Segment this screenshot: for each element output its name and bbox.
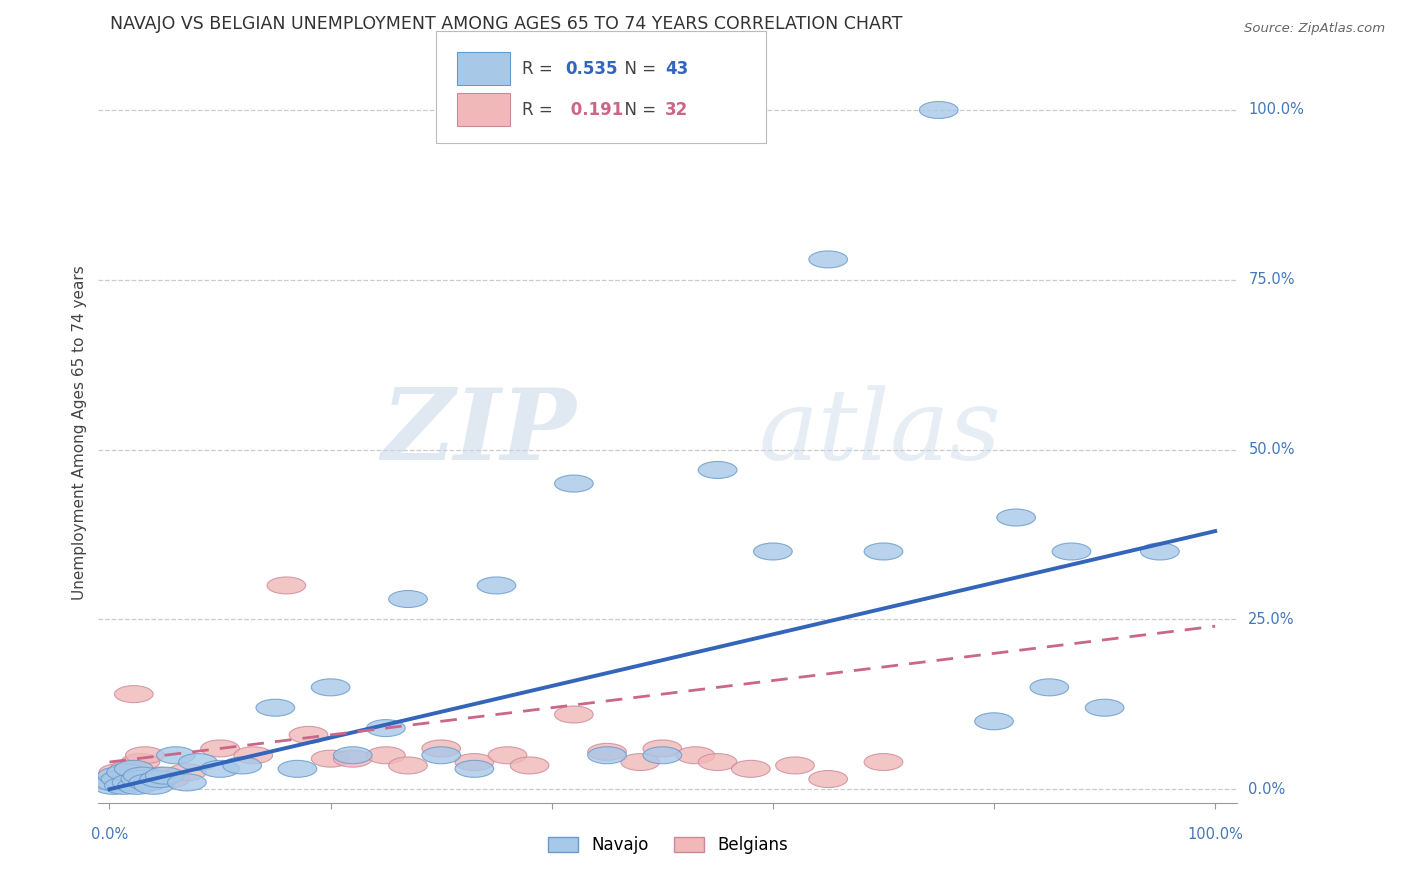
Text: 0.0%: 0.0% — [91, 827, 128, 841]
Ellipse shape — [920, 102, 957, 119]
Ellipse shape — [676, 747, 714, 764]
Ellipse shape — [554, 706, 593, 723]
Ellipse shape — [118, 777, 156, 794]
Text: N =: N = — [614, 101, 662, 119]
Ellipse shape — [124, 767, 162, 784]
Text: atlas: atlas — [759, 385, 1001, 480]
Ellipse shape — [167, 774, 207, 791]
Ellipse shape — [865, 754, 903, 771]
Ellipse shape — [699, 754, 737, 771]
Ellipse shape — [96, 774, 135, 791]
Text: 0.0%: 0.0% — [1249, 781, 1285, 797]
Ellipse shape — [367, 720, 405, 737]
Ellipse shape — [104, 777, 143, 794]
Text: 50.0%: 50.0% — [1249, 442, 1295, 457]
Ellipse shape — [865, 543, 903, 560]
Text: Source: ZipAtlas.com: Source: ZipAtlas.com — [1244, 22, 1385, 36]
Ellipse shape — [367, 747, 405, 764]
Ellipse shape — [643, 747, 682, 764]
Ellipse shape — [93, 774, 132, 791]
Ellipse shape — [256, 699, 295, 716]
Ellipse shape — [114, 686, 153, 703]
Ellipse shape — [1031, 679, 1069, 696]
Ellipse shape — [333, 750, 373, 767]
Text: 0.535: 0.535 — [565, 60, 617, 78]
Ellipse shape — [110, 760, 149, 777]
Ellipse shape — [222, 757, 262, 774]
Ellipse shape — [98, 764, 138, 780]
Ellipse shape — [699, 461, 737, 478]
Text: 25.0%: 25.0% — [1249, 612, 1295, 627]
Ellipse shape — [456, 760, 494, 777]
Text: N =: N = — [614, 60, 662, 78]
Ellipse shape — [104, 771, 142, 788]
Ellipse shape — [107, 764, 145, 780]
Ellipse shape — [139, 767, 179, 784]
Ellipse shape — [201, 740, 239, 757]
Ellipse shape — [1140, 543, 1180, 560]
Ellipse shape — [233, 747, 273, 764]
Ellipse shape — [808, 251, 848, 268]
Ellipse shape — [139, 771, 179, 788]
Text: 100.0%: 100.0% — [1249, 103, 1305, 118]
Ellipse shape — [776, 757, 814, 774]
Ellipse shape — [477, 577, 516, 594]
Ellipse shape — [101, 771, 139, 788]
Text: 0.191: 0.191 — [565, 101, 623, 119]
Ellipse shape — [311, 679, 350, 696]
Ellipse shape — [388, 757, 427, 774]
Text: 75.0%: 75.0% — [1249, 272, 1295, 287]
Ellipse shape — [510, 757, 548, 774]
Ellipse shape — [754, 543, 792, 560]
Y-axis label: Unemployment Among Ages 65 to 74 years: Unemployment Among Ages 65 to 74 years — [72, 265, 87, 600]
Ellipse shape — [388, 591, 427, 607]
Ellipse shape — [98, 767, 136, 784]
Text: 43: 43 — [665, 60, 689, 78]
Ellipse shape — [621, 754, 659, 771]
Ellipse shape — [278, 760, 316, 777]
Ellipse shape — [456, 754, 494, 771]
Ellipse shape — [643, 740, 682, 757]
Ellipse shape — [731, 760, 770, 777]
Ellipse shape — [129, 774, 167, 791]
Text: NAVAJO VS BELGIAN UNEMPLOYMENT AMONG AGES 65 TO 74 YEARS CORRELATION CHART: NAVAJO VS BELGIAN UNEMPLOYMENT AMONG AGE… — [110, 15, 903, 33]
Ellipse shape — [135, 777, 173, 794]
Text: R =: R = — [522, 101, 558, 119]
Ellipse shape — [121, 771, 160, 788]
Ellipse shape — [997, 509, 1035, 526]
Ellipse shape — [290, 726, 328, 743]
Text: ZIP: ZIP — [382, 384, 576, 481]
Ellipse shape — [114, 760, 153, 777]
Ellipse shape — [125, 747, 165, 764]
Text: 100.0%: 100.0% — [1187, 827, 1243, 841]
Ellipse shape — [112, 774, 150, 791]
Ellipse shape — [145, 767, 184, 784]
Ellipse shape — [588, 747, 627, 764]
Ellipse shape — [311, 750, 350, 767]
Legend: Navajo, Belgians: Navajo, Belgians — [541, 830, 794, 861]
Text: 32: 32 — [665, 101, 689, 119]
Ellipse shape — [167, 764, 207, 780]
Ellipse shape — [1085, 699, 1123, 716]
Ellipse shape — [1052, 543, 1091, 560]
Ellipse shape — [974, 713, 1014, 730]
Ellipse shape — [422, 740, 461, 757]
Ellipse shape — [201, 760, 239, 777]
Ellipse shape — [488, 747, 527, 764]
Ellipse shape — [422, 747, 461, 764]
Ellipse shape — [554, 475, 593, 492]
Ellipse shape — [179, 754, 218, 771]
Ellipse shape — [588, 743, 627, 760]
Ellipse shape — [808, 771, 848, 788]
Ellipse shape — [267, 577, 305, 594]
Ellipse shape — [93, 777, 132, 794]
Ellipse shape — [333, 747, 373, 764]
Text: R =: R = — [522, 60, 558, 78]
Ellipse shape — [121, 754, 160, 771]
Ellipse shape — [150, 771, 190, 788]
Ellipse shape — [156, 747, 195, 764]
